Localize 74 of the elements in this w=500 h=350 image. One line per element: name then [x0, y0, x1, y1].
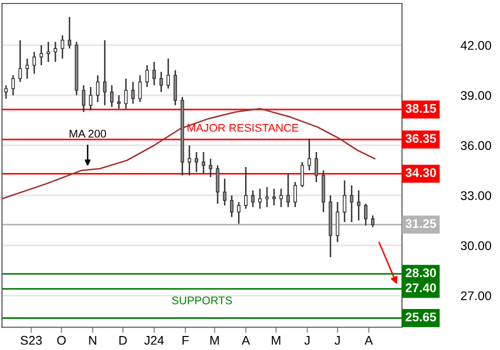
- candlestick: [25, 58, 29, 80]
- candlestick: [124, 78, 128, 110]
- candlestick: [103, 40, 106, 106]
- candlestick: [96, 74, 100, 103]
- x-tick-label: A: [364, 336, 373, 345]
- candlestick: [216, 164, 220, 204]
- candlestick: [46, 41, 50, 63]
- candlestick: [364, 203, 368, 226]
- x-tick-label: O: [57, 336, 66, 345]
- candlestick: [138, 74, 142, 103]
- ref-line-label: 28.30: [406, 268, 436, 278]
- candlestick: [265, 186, 269, 208]
- candlestick: [145, 64, 149, 88]
- x-tick-label: J: [304, 336, 310, 345]
- candlestick: [286, 173, 290, 208]
- x-tick-label: S23: [20, 336, 42, 345]
- candlestick: [300, 161, 304, 188]
- candlestick: [54, 41, 58, 63]
- candlestick: [18, 40, 22, 83]
- candlestick: [152, 61, 156, 86]
- candlestick: [88, 86, 92, 111]
- x-tick-label: A: [242, 336, 250, 345]
- ref-line-label: 36.35: [405, 134, 436, 143]
- candlestick: [258, 188, 262, 210]
- x-tick-label: D: [119, 336, 127, 345]
- candlestick: [308, 138, 312, 172]
- y-tick-label: 36.00: [460, 141, 492, 150]
- candlestick: [60, 34, 64, 60]
- y-tick-label: 30.00: [460, 241, 492, 250]
- y-tick-label: 33.00: [460, 191, 492, 200]
- candlestick: [11, 74, 15, 96]
- annotation: MA 200: [70, 130, 106, 138]
- x-tick-label: J24: [144, 336, 164, 345]
- candlestick: [110, 84, 114, 108]
- candlestick: [371, 214, 375, 228]
- annotation: SUPPORTS: [172, 296, 232, 304]
- x-tick-label: M: [272, 336, 280, 345]
- candlestick: [293, 181, 297, 208]
- candlestick: [32, 51, 36, 74]
- candlestick: [166, 58, 170, 90]
- candlestick: [222, 178, 226, 206]
- candlestick: [279, 188, 283, 208]
- candlestick: [342, 180, 346, 223]
- x-tick-label: M: [210, 336, 219, 345]
- y-tick-label: 39.00: [460, 91, 492, 100]
- ref-line-label: 34.30: [405, 168, 436, 178]
- candlestick: [251, 190, 255, 208]
- x-tick-label: J: [334, 336, 340, 345]
- candlestick: [208, 158, 212, 178]
- candlestick: [40, 44, 44, 66]
- candlestick: [272, 188, 276, 206]
- candlestick: [314, 151, 318, 183]
- x-tick-label: N: [89, 336, 96, 345]
- candlestick: [350, 184, 354, 223]
- ref-line-label: 25.65: [406, 312, 436, 322]
- ref-line-label: 27.40: [406, 283, 436, 292]
- candlestick: [159, 71, 163, 93]
- candlestick: [244, 166, 248, 210]
- candlestick: [82, 84, 86, 113]
- candlestick: [230, 194, 234, 218]
- ref-line-label: 38.15: [405, 104, 436, 113]
- y-tick-label: 27.00: [460, 291, 492, 300]
- line-series: [2, 108, 376, 200]
- candlestick: [356, 190, 360, 222]
- y-tick-label: 42.00: [460, 41, 492, 50]
- annotation: MAJOR RESISTANCE: [188, 124, 298, 132]
- candlestick: [194, 151, 198, 173]
- candlestick: [117, 94, 121, 110]
- ref-line-label: 31.25: [405, 219, 436, 228]
- candlestick: [237, 201, 241, 224]
- candlestick: [188, 144, 192, 176]
- candlestick: [202, 151, 206, 174]
- candlestick: [4, 84, 8, 100]
- x-tick-label: F: [182, 336, 189, 345]
